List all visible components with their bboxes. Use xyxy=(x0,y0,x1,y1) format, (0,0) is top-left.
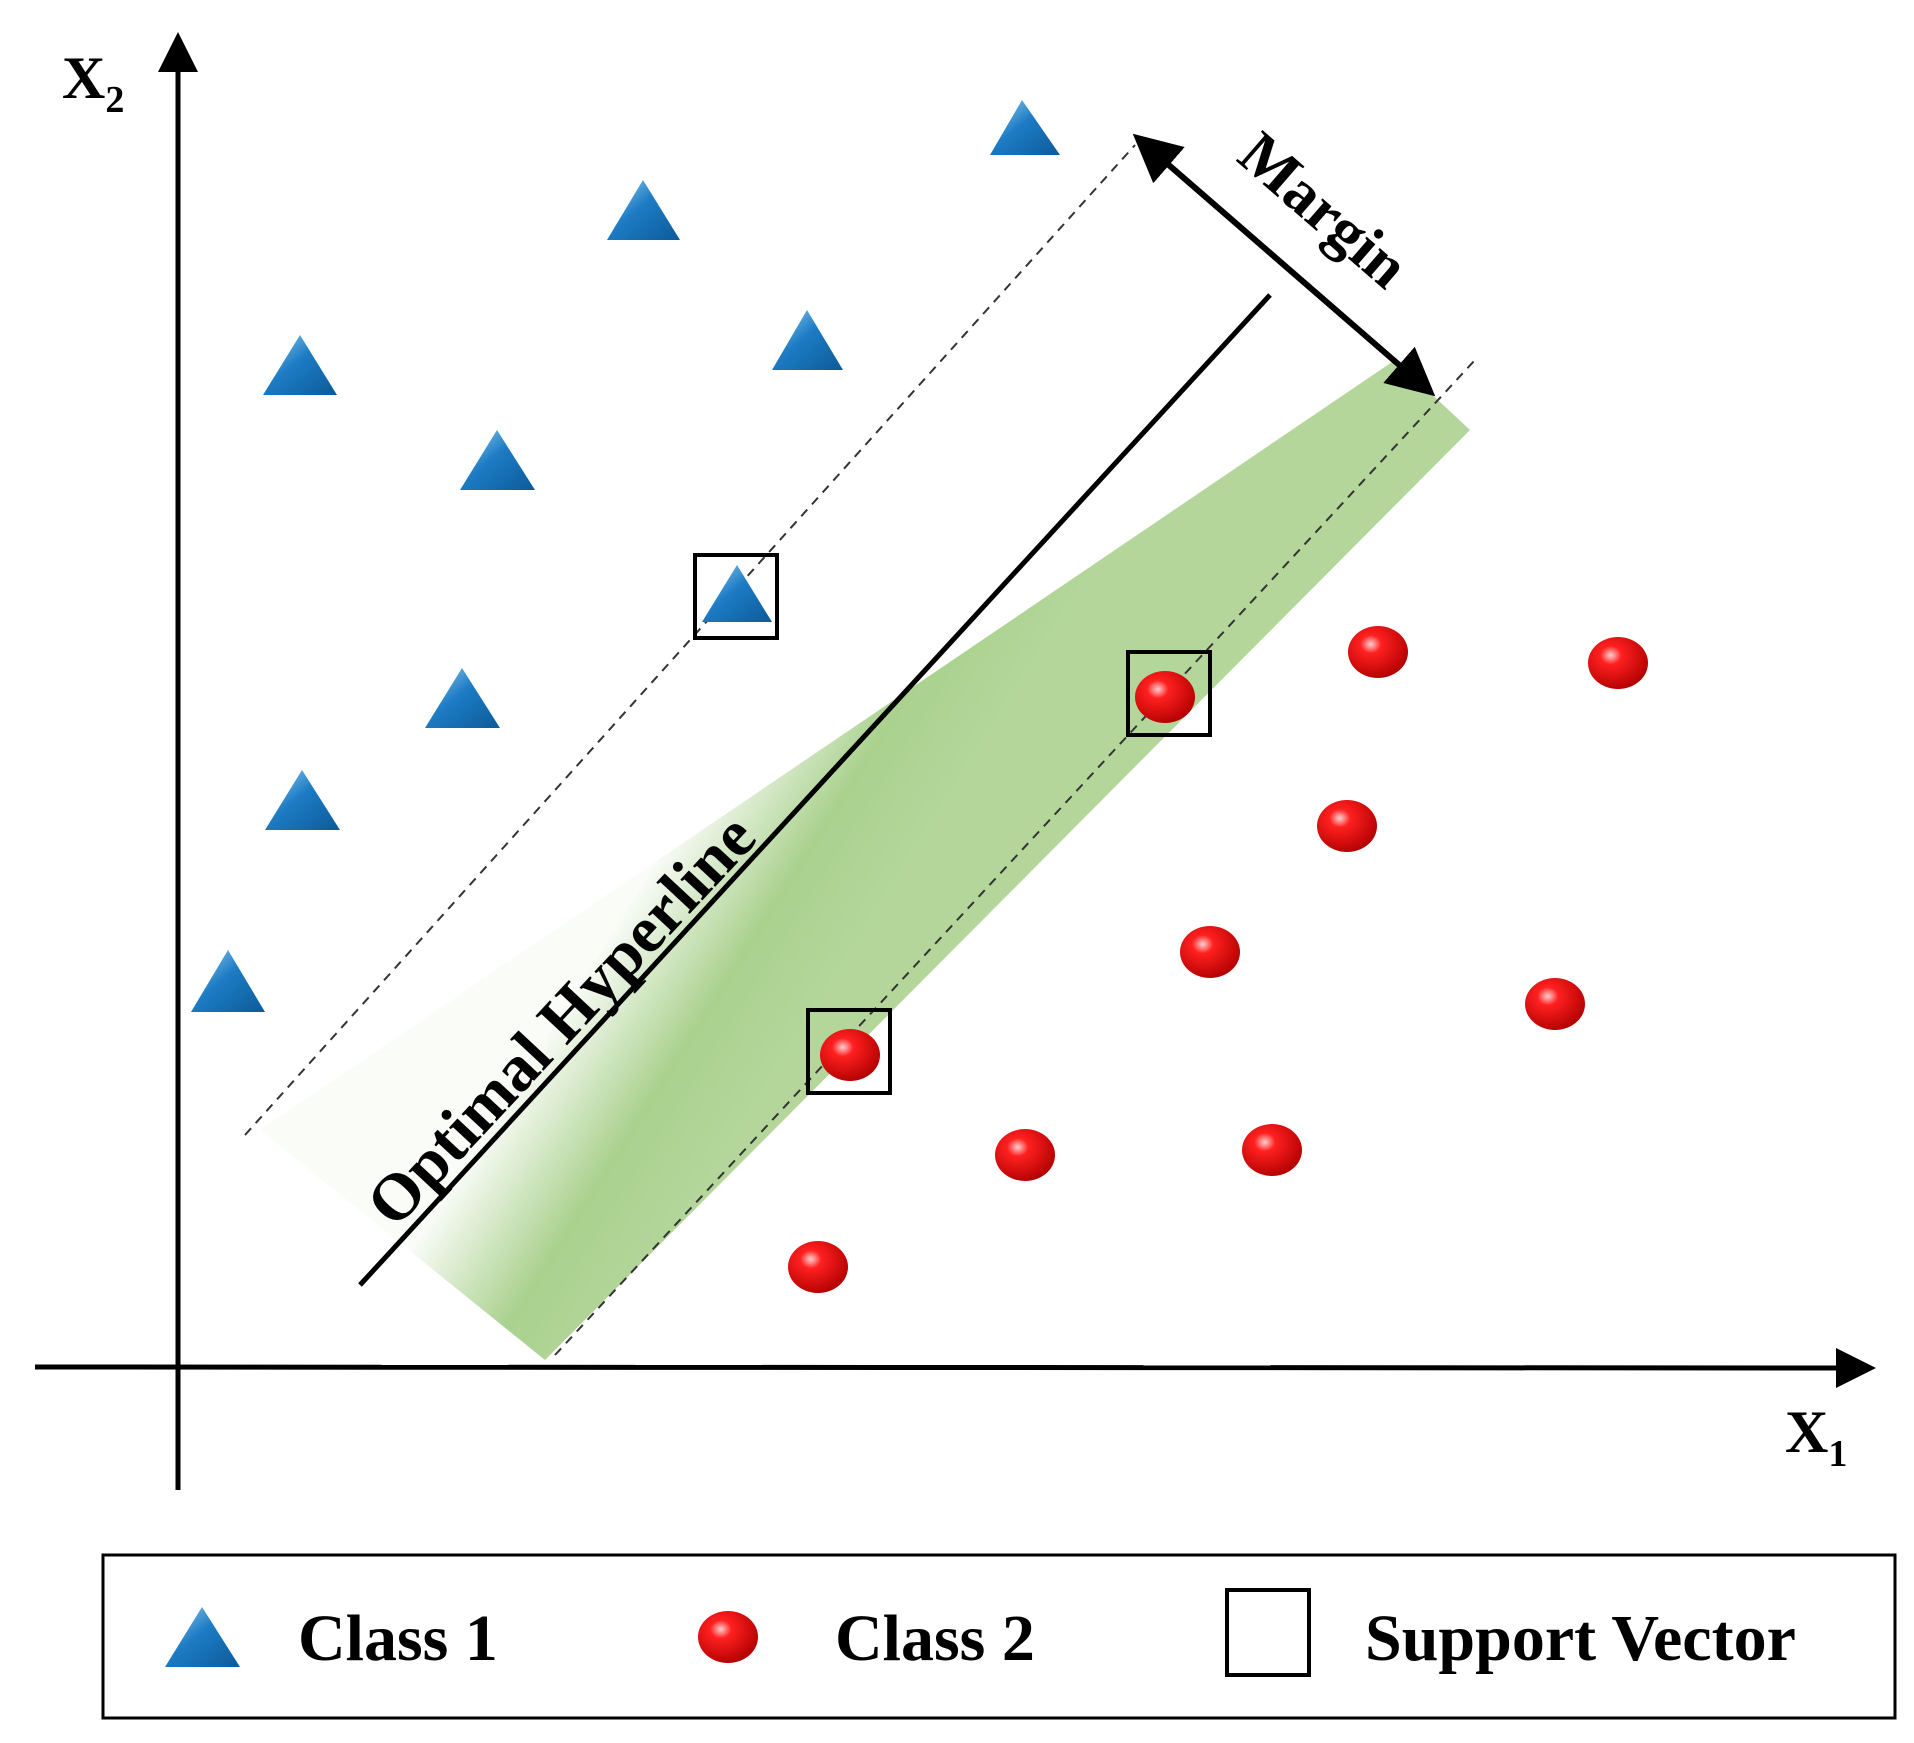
legend: Class 1 Class 2 Support Vector xyxy=(101,1553,1897,1720)
class1-point xyxy=(772,310,843,370)
class2-point xyxy=(1242,1124,1302,1176)
legend-frame xyxy=(101,1553,1897,1720)
x-axis xyxy=(34,1347,1876,1388)
class2-point xyxy=(1317,800,1377,852)
margin-boundary-lower xyxy=(554,359,1476,1356)
support-vector-box xyxy=(1126,650,1212,737)
legend-class2-label: Class 2 xyxy=(835,1602,1035,1675)
class1-point xyxy=(425,668,500,728)
class1-point xyxy=(607,180,680,240)
class2-point xyxy=(1525,978,1585,1030)
class2-point xyxy=(1348,626,1408,678)
legend-support-vector-label: Support Vector xyxy=(1365,1602,1796,1675)
support-vector-box xyxy=(806,1008,892,1095)
y-axis-subscript: 2 xyxy=(105,79,124,121)
class2-point xyxy=(1588,637,1648,689)
class1-points xyxy=(191,100,1060,1012)
margin-label: Margin xyxy=(1226,119,1421,301)
class2-point xyxy=(995,1129,1055,1181)
class2-point xyxy=(820,1029,880,1081)
class2-point xyxy=(1180,926,1240,978)
class1-point xyxy=(191,950,265,1012)
class1-point xyxy=(702,565,772,622)
class2-points xyxy=(788,626,1648,1293)
margin-boundary-upper xyxy=(244,144,1136,1136)
optimal-hyperline xyxy=(358,293,1272,1287)
y-axis-label: X2 xyxy=(62,45,124,121)
margin-band xyxy=(260,360,1470,1360)
class1-point xyxy=(990,100,1060,155)
class1-point xyxy=(460,430,535,490)
x-axis-label: X1 xyxy=(1785,1399,1847,1475)
legend-class1-icon xyxy=(165,1607,240,1667)
x-axis-subscript: 1 xyxy=(1828,1433,1847,1475)
support-vector-box xyxy=(693,553,779,640)
class1-point xyxy=(263,335,337,395)
legend-class1-label: Class 1 xyxy=(298,1602,498,1675)
class1-point xyxy=(265,770,340,830)
margin-arrow xyxy=(1132,133,1436,397)
class2-point xyxy=(788,1241,848,1293)
legend-support-vector-icon xyxy=(1225,1588,1311,1677)
class2-point xyxy=(1135,671,1195,723)
legend-class2-icon xyxy=(698,1611,758,1663)
